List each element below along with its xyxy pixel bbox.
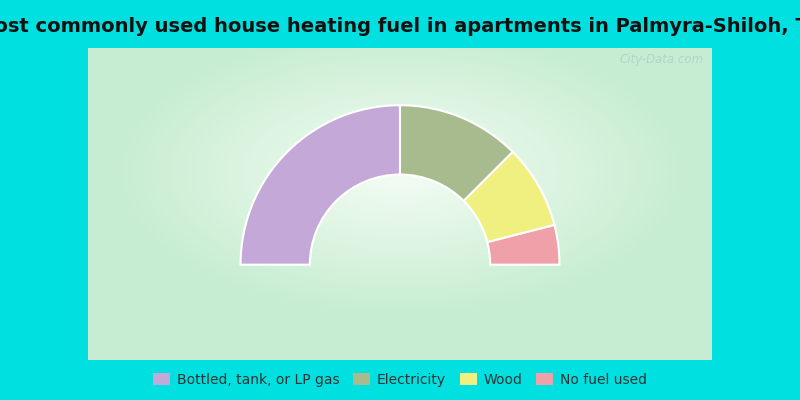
Legend: Bottled, tank, or LP gas, Electricity, Wood, No fuel used: Bottled, tank, or LP gas, Electricity, W… (153, 373, 647, 387)
Wedge shape (400, 105, 513, 201)
Wedge shape (241, 105, 400, 265)
Wedge shape (487, 225, 559, 265)
Text: Most commonly used house heating fuel in apartments in Palmyra-Shiloh, TN: Most commonly used house heating fuel in… (0, 17, 800, 36)
Wedge shape (464, 152, 554, 242)
Text: City-Data.com: City-Data.com (619, 53, 703, 66)
